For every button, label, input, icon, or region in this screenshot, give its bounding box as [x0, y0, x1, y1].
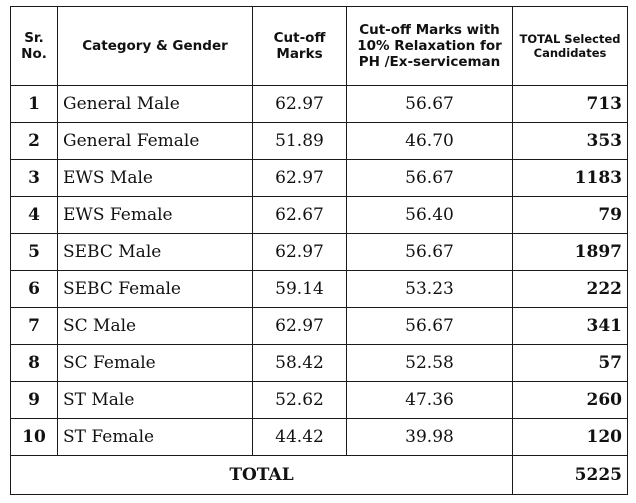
- selected-count-cell: 713: [512, 85, 628, 123]
- relaxation-cell: 52.58: [346, 344, 513, 382]
- sr-no-cell: 8: [10, 344, 58, 382]
- relaxation-cell: 39.98: [346, 418, 513, 456]
- category-cell: General Male: [57, 85, 253, 123]
- selected-count-cell: 57: [512, 344, 628, 382]
- selected-count-cell: 341: [512, 307, 628, 345]
- header-relaxation-marks: Cut-off Marks with 10% Relaxation for PH…: [346, 6, 513, 86]
- relaxation-cell: 56.67: [346, 159, 513, 197]
- sr-no-cell: 7: [10, 307, 58, 345]
- header-sr-no: Sr. No.: [10, 6, 58, 86]
- table-row: 6 SEBC Female 59.14 53.23 222: [10, 270, 628, 308]
- cutoff-cell: 62.97: [252, 307, 347, 345]
- cutoff-cell: 59.14: [252, 270, 347, 308]
- selected-count-cell: 79: [512, 196, 628, 234]
- table-row: 8 SC Female 58.42 52.58 57: [10, 344, 628, 382]
- sr-no-cell: 3: [10, 159, 58, 197]
- relaxation-cell: 47.36: [346, 381, 513, 419]
- total-row: TOTAL 5225: [10, 455, 628, 495]
- selected-count-cell: 120: [512, 418, 628, 456]
- cutoff-cell: 58.42: [252, 344, 347, 382]
- sr-no-cell: 6: [10, 270, 58, 308]
- relaxation-cell: 53.23: [346, 270, 513, 308]
- relaxation-cell: 56.67: [346, 307, 513, 345]
- category-cell: EWS Male: [57, 159, 253, 197]
- cutoff-cell: 51.89: [252, 122, 347, 160]
- cutoff-cell: 62.97: [252, 233, 347, 271]
- category-cell: ST Female: [57, 418, 253, 456]
- cutoff-cell: 44.42: [252, 418, 347, 456]
- category-cell: SEBC Female: [57, 270, 253, 308]
- sr-no-cell: 10: [10, 418, 58, 456]
- selected-count-cell: 222: [512, 270, 628, 308]
- selected-count-cell: 353: [512, 122, 628, 160]
- category-cell: EWS Female: [57, 196, 253, 234]
- cutoff-cell: 62.67: [252, 196, 347, 234]
- header-category-gender: Category & Gender: [57, 6, 253, 86]
- header-cutoff-marks: Cut-off Marks: [252, 6, 347, 86]
- sr-no-cell: 4: [10, 196, 58, 234]
- category-cell: SC Female: [57, 344, 253, 382]
- relaxation-cell: 46.70: [346, 122, 513, 160]
- category-cell: General Female: [57, 122, 253, 160]
- category-cell: SC Male: [57, 307, 253, 345]
- total-value: 5225: [512, 455, 628, 495]
- total-label: TOTAL: [10, 455, 513, 495]
- sr-no-cell: 1: [10, 85, 58, 123]
- cutoff-cell: 62.97: [252, 159, 347, 197]
- table-row: 3 EWS Male 62.97 56.67 1183: [10, 159, 628, 197]
- table-row: 4 EWS Female 62.67 56.40 79: [10, 196, 628, 234]
- cutoff-cell: 62.97: [252, 85, 347, 123]
- sr-no-cell: 9: [10, 381, 58, 419]
- relaxation-cell: 56.67: [346, 233, 513, 271]
- table-row: 5 SEBC Male 62.97 56.67 1897: [10, 233, 628, 271]
- header-row: Sr. No. Category & Gender Cut-off Marks …: [10, 6, 628, 86]
- category-cell: ST Male: [57, 381, 253, 419]
- category-cell: SEBC Male: [57, 233, 253, 271]
- cutoff-results-table: Sr. No. Category & Gender Cut-off Marks …: [10, 6, 628, 495]
- table-row: 10 ST Female 44.42 39.98 120: [10, 418, 628, 456]
- sr-no-cell: 5: [10, 233, 58, 271]
- selected-count-cell: 1183: [512, 159, 628, 197]
- cutoff-cell: 52.62: [252, 381, 347, 419]
- selected-count-cell: 260: [512, 381, 628, 419]
- relaxation-cell: 56.67: [346, 85, 513, 123]
- table-row: 7 SC Male 62.97 56.67 341: [10, 307, 628, 345]
- sr-no-cell: 2: [10, 122, 58, 160]
- selected-count-cell: 1897: [512, 233, 628, 271]
- table-row: 2 General Female 51.89 46.70 353: [10, 122, 628, 160]
- header-total-selected: TOTAL Selected Candidates: [512, 6, 628, 86]
- relaxation-cell: 56.40: [346, 196, 513, 234]
- table-row: 1 General Male 62.97 56.67 713: [10, 85, 628, 123]
- table-row: 9 ST Male 52.62 47.36 260: [10, 381, 628, 419]
